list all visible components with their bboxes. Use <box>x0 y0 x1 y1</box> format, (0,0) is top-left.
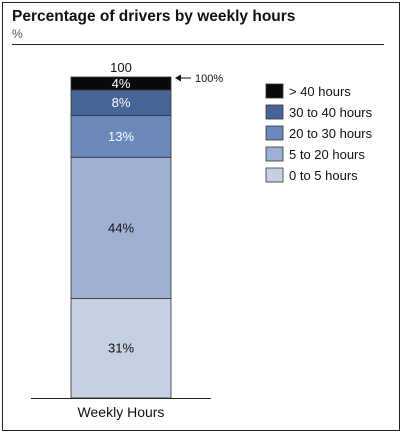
legend-swatch-4 <box>265 167 284 183</box>
title-divider <box>12 44 384 45</box>
data-label-4: 4% <box>112 76 131 91</box>
annotation-arrow-head <box>175 74 181 82</box>
bar-segment-0-to-5-hours <box>70 298 172 399</box>
chart-subtitle: % <box>12 27 23 41</box>
legend-label-3: 5 to 20 hours <box>289 147 365 162</box>
data-label-2: 13% <box>108 129 134 144</box>
legend-swatch-2 <box>265 125 284 141</box>
legend-swatch-3 <box>265 146 284 162</box>
data-label-1: 44% <box>108 220 134 235</box>
data-label-0: 31% <box>108 341 134 356</box>
chart-frame <box>2 2 400 431</box>
bar-segment-20-to-30-hours <box>70 115 172 158</box>
legend-label-0: > 40 hours <box>289 84 351 99</box>
legend-swatch-1 <box>265 104 284 120</box>
chart-title: Percentage of drivers by weekly hours <box>12 8 296 25</box>
total-label: 100 <box>110 60 132 75</box>
bar-segment-30-to-40-hours <box>70 89 172 116</box>
bar-segment-5-to-20-hours <box>70 156 172 299</box>
legend-label-4: 0 to 5 hours <box>289 168 358 183</box>
legend-label-2: 20 to 30 hours <box>289 126 373 141</box>
bar-segment-40-hours <box>70 76 172 91</box>
data-label-3: 8% <box>112 95 131 110</box>
legend-swatch-0 <box>265 83 284 99</box>
annotation-label: 100% <box>195 73 223 85</box>
category-label: Weekly Hours <box>78 404 165 420</box>
legend-label-1: 30 to 40 hours <box>289 105 373 120</box>
